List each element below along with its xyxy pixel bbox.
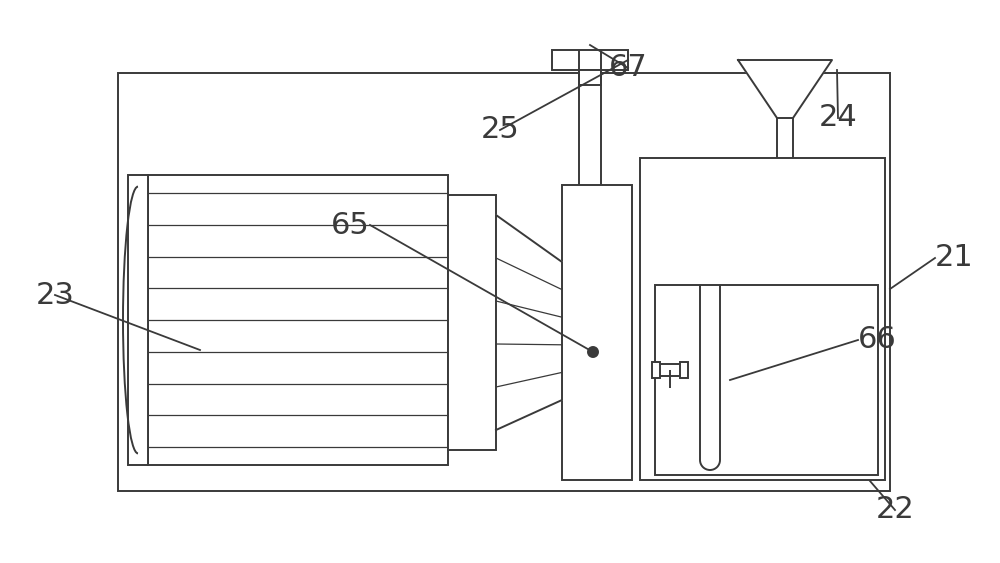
Bar	[579, 70, 601, 85]
Bar	[655, 285, 878, 475]
Circle shape	[588, 347, 598, 357]
Bar	[562, 185, 632, 480]
Text: 25: 25	[481, 115, 519, 145]
Bar	[680, 362, 688, 378]
Bar	[118, 73, 890, 491]
Text: 65: 65	[331, 211, 370, 239]
Bar	[652, 362, 660, 378]
Bar	[128, 175, 148, 465]
Bar	[656, 364, 684, 376]
Polygon shape	[738, 60, 832, 118]
Text: 23: 23	[36, 280, 74, 310]
Bar	[552, 50, 628, 70]
Bar	[640, 158, 885, 480]
Bar	[550, 315, 562, 370]
Text: 21: 21	[935, 244, 974, 272]
Bar	[148, 175, 448, 465]
Text: 67: 67	[609, 53, 647, 83]
Polygon shape	[496, 215, 562, 430]
Text: 22: 22	[876, 495, 914, 525]
Text: 66: 66	[858, 325, 897, 355]
Text: 24: 24	[819, 104, 857, 132]
Bar	[448, 195, 496, 450]
